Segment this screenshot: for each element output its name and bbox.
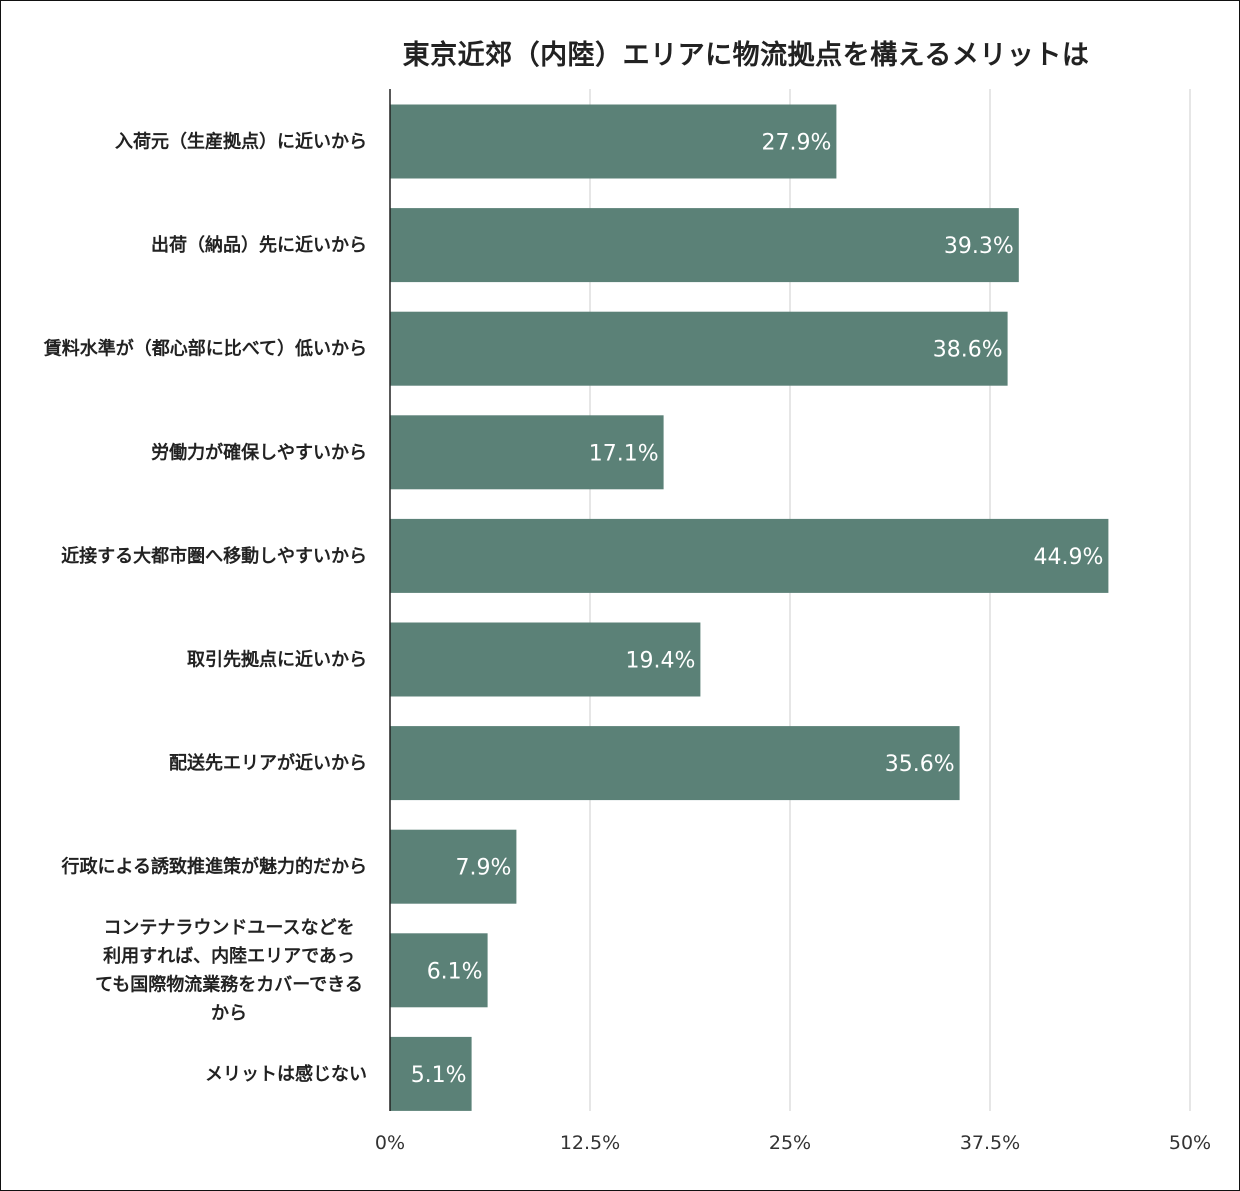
bar [390,1036,472,1111]
category-label: 労働力が確保しやすいから [151,441,367,463]
category-label: 出荷（納品）先に近いから [151,234,367,256]
data-label: 5.1% [411,1063,467,1088]
bar [390,104,837,179]
chart-title: 東京近郊（内陸）エリアに物流拠点を構えるメリットは [402,40,1090,71]
category-label: 賃料水準が（都心部に比べて）低いから [43,338,367,360]
data-label: 17.1% [589,441,659,466]
data-label: 6.1% [427,959,483,984]
data-label: 7.9% [455,856,511,881]
data-label: 44.9% [1034,545,1104,570]
category-label: 入荷元（生産拠点）に近いから [115,131,367,153]
category-label: メリットは感じない [205,1063,367,1085]
data-label: 38.6% [933,338,1003,363]
category-label: 配送先エリアが近いから [169,752,367,774]
bar [390,518,1109,593]
bar [390,622,701,697]
bar [390,208,1019,283]
category-label: 近接する大都市圏へ移動しやすいから [61,545,367,567]
bar [390,726,960,801]
data-label: 27.9% [762,131,832,156]
category-label: コンテナラウンドユースなどを利用すれば、内陸エリアであっても国際物流業務をカバー… [95,918,363,1025]
x-tick-label: 12.5% [560,1132,620,1154]
data-label: 39.3% [944,234,1014,259]
data-label: 19.4% [626,649,696,674]
category-label: 行政による誘致推進策が魅力的だから [61,856,367,878]
x-tick-label: 0% [375,1132,405,1154]
data-label: 35.6% [885,752,955,777]
x-tick-label: 50% [1169,1132,1211,1154]
bar [390,829,517,904]
x-tick-label: 37.5% [960,1132,1020,1154]
bar [390,415,664,490]
bar [390,311,1008,386]
x-tick-label: 25% [769,1132,811,1154]
bar [390,933,488,1008]
category-label: 取引先拠点に近いから [187,649,367,671]
